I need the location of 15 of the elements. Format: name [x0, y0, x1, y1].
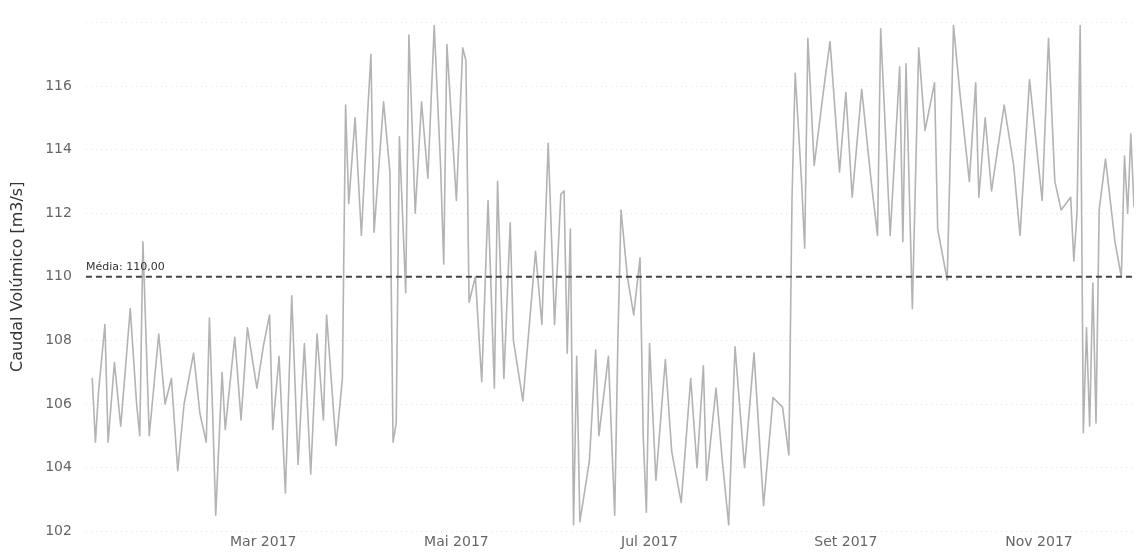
y-tick-label: 112	[45, 203, 72, 220]
x-tick-label: Mai 2017	[424, 533, 489, 550]
y-tick-label: 114	[45, 140, 72, 157]
x-tick-label: Jul 2017	[620, 533, 679, 550]
y-axis-title: Caudal Volúmico [m3/s]	[6, 181, 26, 372]
x-tick-label: Mar 2017	[229, 533, 297, 550]
y-tick-label: 116	[45, 76, 72, 93]
y-tick-label: 104	[45, 458, 72, 475]
y-tick-label: 102	[45, 521, 72, 538]
y-tick-label: 110	[45, 267, 72, 284]
y-tick-label: 108	[45, 331, 72, 348]
y-tick-label: 106	[45, 394, 72, 411]
x-tick-label: Nov 2017	[1005, 533, 1073, 550]
x-tick-label: Set 2017	[814, 533, 878, 550]
ref-line-label: Média: 110,00	[85, 260, 165, 274]
